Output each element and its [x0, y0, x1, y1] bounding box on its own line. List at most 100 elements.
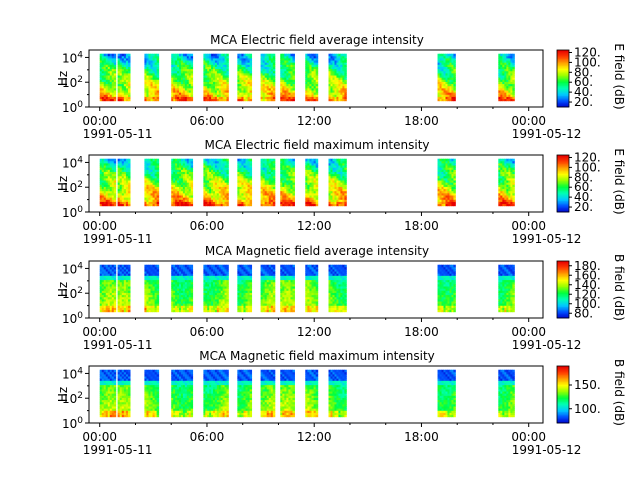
heatmap-cell	[288, 58, 291, 61]
heatmap-cell	[175, 77, 178, 80]
heatmap-cell	[264, 197, 268, 200]
heatmap-cell	[207, 188, 210, 192]
heatmap-cell	[205, 79, 208, 82]
heatmap-cell	[437, 169, 440, 172]
heatmap-cell	[105, 58, 109, 61]
heatmap-cell	[103, 85, 107, 89]
heatmap-cell	[447, 87, 450, 91]
heatmap-cell	[328, 70, 331, 74]
heatmap-cell	[216, 62, 220, 65]
heatmap-cell	[180, 72, 184, 76]
heatmap-cell	[220, 96, 224, 100]
heatmap-cell	[109, 288, 113, 291]
heatmap-cell	[290, 55, 293, 59]
heatmap-cell	[260, 171, 264, 175]
y-tick-label: 100	[62, 205, 83, 220]
heatmap-cell	[213, 201, 216, 205]
heatmap-cell	[243, 173, 246, 177]
heatmap-cell	[288, 192, 291, 196]
heatmap-cell	[156, 264, 160, 268]
heatmap-cell	[292, 87, 295, 91]
heatmap-cell	[340, 85, 343, 89]
heatmap-cell	[305, 85, 308, 89]
heatmap-cell	[288, 173, 291, 177]
heatmap-cell	[237, 85, 240, 89]
heatmap-cell	[498, 167, 501, 170]
heatmap-cell	[447, 94, 450, 97]
heatmap-cell	[173, 264, 176, 268]
heatmap-cell	[437, 90, 440, 93]
heatmap-cell	[156, 85, 160, 89]
heatmap-cell	[443, 62, 446, 65]
heatmap-cell	[504, 81, 507, 85]
heatmap-cell	[101, 96, 105, 100]
heatmap-cell	[152, 303, 156, 306]
heatmap-cell	[213, 182, 216, 185]
heatmap-cell	[173, 85, 176, 89]
heatmap-cell	[107, 288, 111, 291]
heatmap-cell	[510, 68, 513, 72]
heatmap-cell	[190, 184, 194, 187]
heatmap-cell	[305, 175, 308, 179]
heatmap-cell	[330, 158, 333, 162]
heatmap-cell	[150, 301, 153, 304]
heatmap-cell	[111, 175, 115, 179]
heatmap-cell	[344, 72, 347, 76]
heatmap-cell	[216, 70, 220, 74]
heatmap-cell	[218, 171, 222, 175]
heatmap-cell	[500, 90, 503, 93]
heatmap-cell	[184, 75, 188, 78]
heatmap-cell	[449, 180, 452, 183]
heatmap-cell	[237, 79, 240, 82]
heatmap-cell	[117, 175, 121, 179]
heatmap-cell	[284, 83, 287, 87]
heatmap-cell	[150, 64, 153, 67]
colorbar-tick-label: 120.	[574, 45, 601, 59]
heatmap-cell	[224, 72, 227, 76]
heatmap-cell	[330, 197, 333, 200]
heatmap-cell	[272, 94, 276, 97]
heatmap-cell	[336, 182, 339, 185]
heatmap-cell	[150, 77, 153, 80]
heatmap-cell	[144, 171, 147, 175]
heatmap-cell	[340, 77, 343, 80]
heatmap-cell	[117, 307, 121, 311]
heatmap-cell	[328, 203, 331, 207]
heatmap-cell	[311, 182, 315, 185]
heatmap-cell	[226, 96, 229, 100]
heatmap-cell	[214, 182, 218, 185]
heatmap-cell	[447, 188, 450, 192]
heatmap-cell	[309, 203, 312, 207]
heatmap-cell	[226, 81, 229, 85]
heatmap-cell	[105, 79, 109, 82]
heatmap-cell	[117, 53, 121, 57]
heatmap-cell	[205, 203, 208, 207]
heatmap-cell	[266, 81, 270, 85]
heatmap-cell	[179, 192, 182, 196]
heatmap-cell	[146, 72, 149, 76]
heatmap-cell	[243, 160, 246, 164]
heatmap-cell	[334, 165, 337, 168]
heatmap-cell	[439, 81, 442, 85]
heatmap-cell	[103, 197, 107, 200]
heatmap-cell	[121, 75, 125, 78]
heatmap-cell	[99, 87, 103, 91]
colorbar-segment	[557, 97, 569, 99]
heatmap-cell	[338, 68, 341, 72]
heatmap-cell	[280, 62, 283, 65]
heatmap-cell	[203, 90, 206, 93]
heatmap-cell	[117, 180, 121, 183]
heatmap-cell	[226, 171, 229, 175]
heatmap-cell	[152, 173, 156, 177]
heatmap-cell	[99, 279, 103, 283]
heatmap-cell	[280, 175, 283, 179]
heatmap-cell	[156, 279, 160, 283]
heatmap-cell	[105, 192, 109, 196]
heatmap-cell	[290, 184, 293, 187]
heatmap-cell	[154, 296, 158, 300]
heatmap-cell	[216, 197, 220, 200]
heatmap-cell	[144, 286, 147, 289]
heatmap-cell	[182, 160, 186, 164]
x-tick-label: 12:00	[297, 114, 332, 128]
heatmap-cell	[175, 309, 178, 313]
